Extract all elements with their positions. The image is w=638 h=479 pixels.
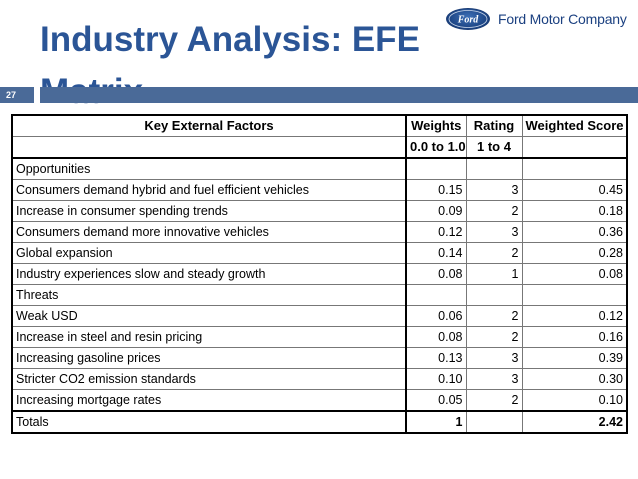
- empty-cell: [405, 157, 467, 180]
- weight-cell: 0.08: [405, 326, 467, 348]
- rating-cell: 2: [465, 326, 523, 348]
- score-cell: 0.16: [521, 326, 628, 348]
- score-cell: 0.10: [521, 389, 628, 412]
- brand: Ford Ford Motor Company: [446, 8, 627, 30]
- header-row: Key External Factors Weights Rating Weig…: [11, 114, 628, 137]
- factor-cell: Consumers demand hybrid and fuel efficie…: [11, 179, 407, 201]
- totals-rating-blank: [465, 410, 523, 434]
- brand-name: Ford Motor Company: [498, 11, 627, 27]
- table-row: Stricter CO2 emission standards 0.10 3 0…: [11, 368, 628, 390]
- header-weighted-score: Weighted Score: [521, 114, 628, 137]
- empty-cell: [521, 284, 628, 306]
- factor-cell: Industry experiences slow and steady gro…: [11, 263, 407, 285]
- section-label: Opportunities: [11, 157, 407, 180]
- header-rating: Rating: [465, 114, 523, 137]
- header-factors: Key External Factors: [11, 114, 407, 137]
- rating-cell: 3: [465, 221, 523, 243]
- factor-cell: Increasing mortgage rates: [11, 389, 407, 412]
- table-row: Increasing mortgage rates 0.05 2 0.10: [11, 389, 628, 412]
- score-cell: 0.36: [521, 221, 628, 243]
- weight-cell: 0.09: [405, 200, 467, 222]
- score-cell: 0.18: [521, 200, 628, 222]
- rating-cell: 1: [465, 263, 523, 285]
- score-cell: 0.45: [521, 179, 628, 201]
- efe-matrix-table: Key External Factors Weights Rating Weig…: [11, 114, 628, 434]
- score-cell: 0.28: [521, 242, 628, 264]
- rating-cell: 2: [465, 242, 523, 264]
- score-cell: 0.30: [521, 368, 628, 390]
- rating-cell: 2: [465, 200, 523, 222]
- weight-cell: 0.13: [405, 347, 467, 369]
- section-row-threats: Threats: [11, 284, 628, 306]
- slide-number: 27: [0, 87, 34, 103]
- factor-cell: Weak USD: [11, 305, 407, 327]
- header-weights-range: 0.0 to 1.0: [405, 136, 467, 159]
- ford-logo-text: Ford: [457, 15, 480, 26]
- factor-cell: Global expansion: [11, 242, 407, 264]
- rating-cell: 3: [465, 347, 523, 369]
- header-factors-blank: [11, 136, 407, 159]
- header-range-row: 0.0 to 1.0 1 to 4: [11, 136, 628, 159]
- rating-cell: 3: [465, 368, 523, 390]
- section-row-opportunities: Opportunities: [11, 157, 628, 180]
- score-cell: 0.08: [521, 263, 628, 285]
- table-row: Increase in steel and resin pricing 0.08…: [11, 326, 628, 348]
- ford-logo-icon: Ford: [446, 8, 490, 30]
- factor-cell: Consumers demand more innovative vehicle…: [11, 221, 407, 243]
- weight-cell: 0.05: [405, 389, 467, 412]
- table-row: Consumers demand more innovative vehicle…: [11, 221, 628, 243]
- rating-cell: 2: [465, 389, 523, 412]
- factor-cell: Increasing gasoline prices: [11, 347, 407, 369]
- table-row: Consumers demand hybrid and fuel efficie…: [11, 179, 628, 201]
- empty-cell: [465, 157, 523, 180]
- totals-weight: 1: [405, 410, 467, 434]
- header-rating-range: 1 to 4: [465, 136, 523, 159]
- factor-cell: Stricter CO2 emission standards: [11, 368, 407, 390]
- header-weights: Weights: [405, 114, 467, 137]
- table-row: Increasing gasoline prices 0.13 3 0.39: [11, 347, 628, 369]
- totals-score: 2.42: [521, 410, 628, 434]
- header-score-blank: [521, 136, 628, 159]
- header-bar: [40, 87, 638, 103]
- weight-cell: 0.15: [405, 179, 467, 201]
- empty-cell: [521, 157, 628, 180]
- table-row: Increase in consumer spending trends 0.0…: [11, 200, 628, 222]
- rating-cell: 2: [465, 305, 523, 327]
- table-row: Industry experiences slow and steady gro…: [11, 263, 628, 285]
- section-label: Threats: [11, 284, 407, 306]
- score-cell: 0.12: [521, 305, 628, 327]
- factor-cell: Increase in consumer spending trends: [11, 200, 407, 222]
- weight-cell: 0.06: [405, 305, 467, 327]
- score-cell: 0.39: [521, 347, 628, 369]
- rating-cell: 3: [465, 179, 523, 201]
- empty-cell: [405, 284, 467, 306]
- table-row: Global expansion 0.14 2 0.28: [11, 242, 628, 264]
- weight-cell: 0.08: [405, 263, 467, 285]
- weight-cell: 0.12: [405, 221, 467, 243]
- weight-cell: 0.10: [405, 368, 467, 390]
- weight-cell: 0.14: [405, 242, 467, 264]
- factor-cell: Increase in steel and resin pricing: [11, 326, 407, 348]
- totals-label: Totals: [11, 410, 407, 434]
- empty-cell: [465, 284, 523, 306]
- totals-row: Totals 1 2.42: [11, 410, 628, 434]
- table-row: Weak USD 0.06 2 0.12: [11, 305, 628, 327]
